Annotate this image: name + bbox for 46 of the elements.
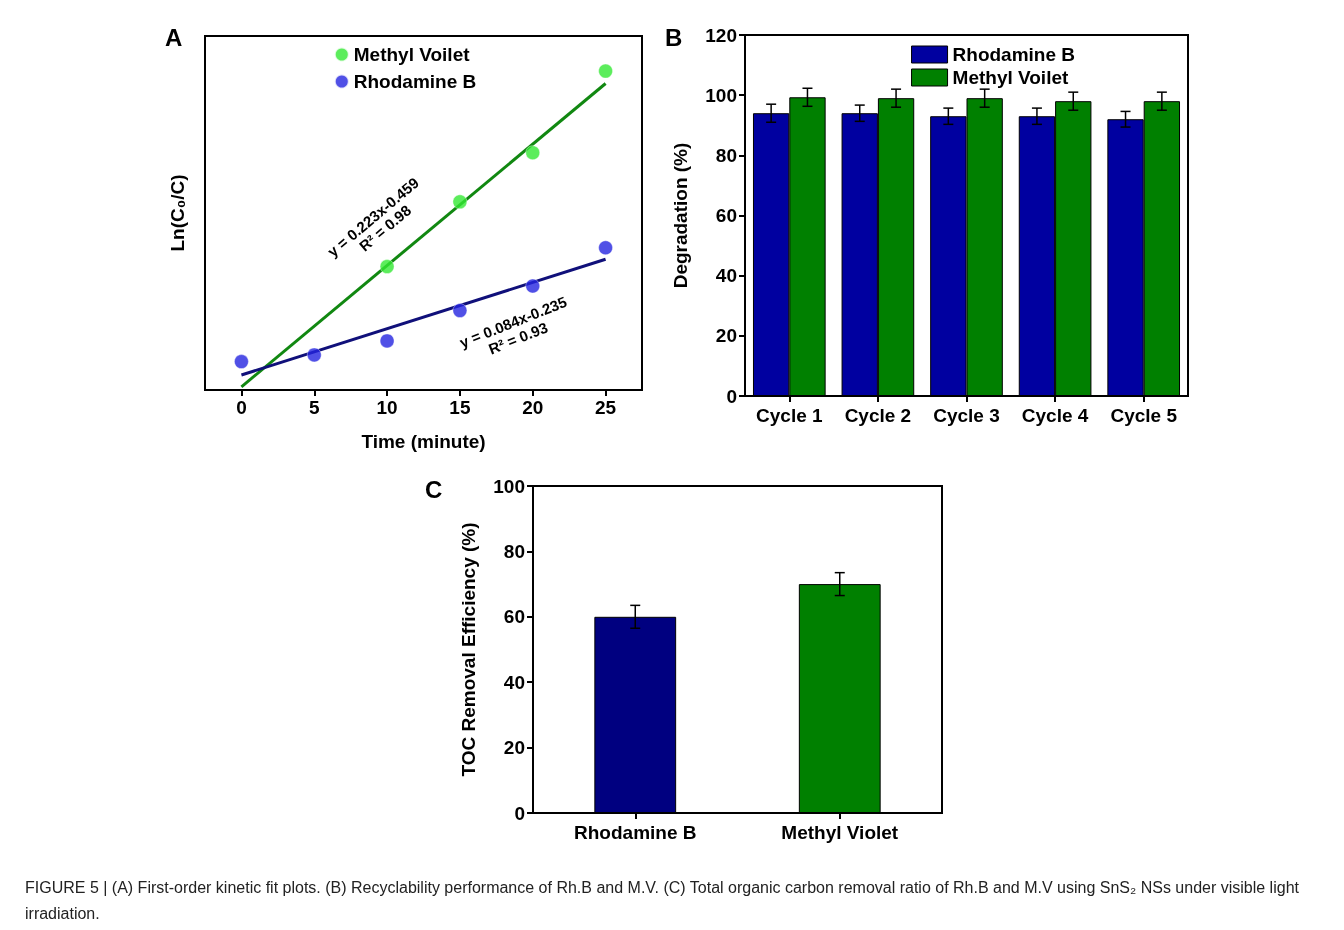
y-tick-label: 120 [705, 24, 737, 46]
legend-label: Methyl Voilet [353, 44, 471, 65]
point [452, 194, 468, 210]
chart-title: B [665, 23, 683, 51]
x-tick-label: 0 [236, 397, 247, 418]
point [379, 333, 395, 349]
point [452, 303, 468, 318]
y-tick-label: 60 [715, 205, 737, 226]
x-tick-label: Cycle 1 [756, 405, 824, 426]
y-axis-title: TOC Removal Efficiency (%) [458, 522, 479, 777]
point [379, 259, 395, 274]
caption: FIGURE 5 | (A) First-order kinetic fit plots. (B) Recyclability performance of Rh.B and M.V. (C) Total organic carbon removal ratio of Rh.B and M.V using SnS₂ NSs under visible light irradiation. [25, 878, 1300, 924]
chart-title: A [165, 23, 183, 51]
y-tick-label: 60 [503, 606, 525, 628]
point [598, 63, 613, 79]
point [234, 354, 249, 369]
legend-label: Methyl Voilet [952, 67, 1069, 88]
x-tick-label: Cycle 4 [1021, 405, 1089, 426]
x-tick-label: 20 [522, 397, 544, 418]
point [598, 240, 613, 256]
x-tick-label: Methyl Violet [781, 822, 899, 843]
x-tick-label: 25 [595, 397, 617, 418]
y-tick-label: 40 [503, 671, 525, 693]
y-tick-label: 0 [514, 802, 525, 824]
x-tick-label: 15 [449, 397, 471, 418]
y-tick-label: 80 [503, 540, 525, 562]
y-tick-label: 100 [493, 475, 525, 497]
legend-label: Rhodamine B [952, 44, 1075, 65]
point [525, 145, 540, 160]
y-tick-label: 100 [705, 84, 737, 106]
point [307, 347, 322, 363]
y-tick-label: 20 [503, 737, 525, 759]
chart-title: C [425, 475, 443, 503]
x-tick-label: Cycle 3 [933, 405, 1000, 426]
y-axis-title: Ln(C₀/C) [167, 174, 188, 252]
x-tick-label: Cycle 2 [844, 405, 912, 426]
y-axis-title: Degradation (%) [670, 142, 691, 289]
point [525, 278, 540, 294]
x-tick-label: Cycle 5 [1110, 405, 1178, 426]
x-tick-label: 10 [376, 397, 398, 418]
legend-label: Rhodamine B [353, 71, 477, 92]
y-tick-label: 80 [715, 144, 737, 166]
y-tick-label: 40 [715, 265, 737, 287]
y-tick-label: 20 [715, 325, 737, 347]
x-tick-label: 5 [308, 397, 320, 418]
x-axis-title: Time (minute) [361, 431, 486, 452]
